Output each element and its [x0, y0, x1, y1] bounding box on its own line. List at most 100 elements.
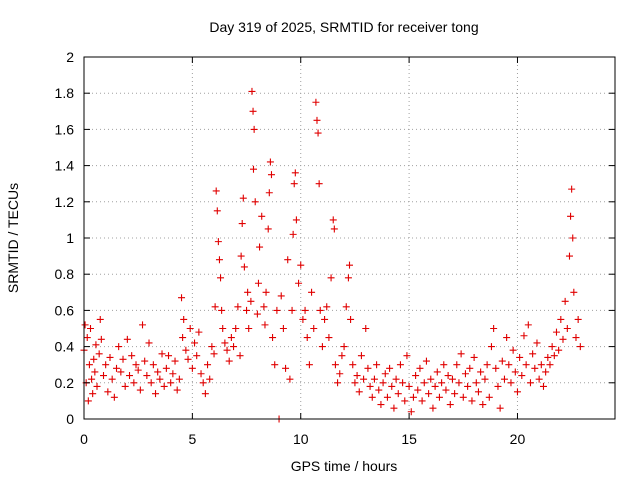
data-point	[550, 352, 558, 360]
data-point	[249, 107, 257, 115]
data-point	[357, 352, 365, 360]
data-point	[312, 98, 320, 106]
data-point	[208, 343, 216, 351]
data-point	[277, 292, 285, 300]
data-point	[503, 334, 511, 342]
data-point	[548, 343, 556, 351]
data-point	[238, 220, 246, 228]
data-point	[318, 343, 326, 351]
data-point	[453, 361, 461, 369]
data-point	[362, 325, 370, 332]
data-point	[355, 388, 363, 396]
x-tick-label: 5	[188, 431, 196, 447]
data-point	[236, 352, 244, 360]
data-point	[327, 274, 335, 282]
data-point	[477, 368, 485, 376]
data-point	[210, 350, 218, 358]
data-point	[90, 355, 98, 363]
data-point	[84, 397, 92, 405]
grid-lines	[84, 57, 615, 419]
data-point	[537, 361, 545, 369]
data-point	[325, 334, 333, 342]
data-point	[169, 370, 177, 378]
y-tick-label: 2	[66, 49, 74, 65]
y-tick-label: 1.6	[55, 121, 75, 137]
data-point	[227, 334, 235, 342]
data-point	[113, 364, 121, 372]
data-point	[483, 361, 491, 369]
data-point	[199, 379, 207, 387]
data-point	[407, 408, 415, 416]
data-point	[451, 390, 459, 398]
data-point	[91, 368, 99, 376]
data-point	[186, 325, 194, 332]
y-tick-label: 1.4	[55, 158, 75, 174]
data-point	[121, 382, 129, 390]
data-point	[466, 364, 474, 372]
chart-title: Day 319 of 2025, SRMTID for receiver ton…	[209, 19, 478, 35]
data-point	[353, 372, 361, 380]
data-point	[383, 393, 391, 401]
data-point	[254, 279, 262, 287]
data-point	[336, 370, 344, 378]
data-point	[303, 334, 311, 342]
data-point	[147, 379, 155, 387]
data-point	[117, 368, 125, 376]
data-point	[494, 382, 502, 390]
y-tick-label: 0.4	[55, 339, 75, 355]
data-point	[409, 393, 417, 401]
data-point	[314, 129, 322, 137]
data-point	[405, 382, 413, 390]
data-point	[286, 375, 294, 383]
data-point	[403, 352, 411, 360]
data-point	[104, 388, 112, 396]
data-point	[572, 334, 580, 342]
data-point	[248, 87, 256, 95]
data-point	[102, 361, 110, 369]
data-point	[85, 361, 93, 369]
data-point	[279, 325, 287, 332]
data-point	[234, 303, 242, 311]
data-point	[249, 165, 257, 173]
data-point	[481, 375, 489, 383]
data-point	[250, 125, 258, 133]
data-point	[351, 379, 359, 387]
data-point	[143, 372, 151, 380]
data-point	[529, 350, 537, 358]
data-point	[340, 343, 348, 351]
data-point	[141, 357, 149, 365]
data-point	[546, 361, 554, 369]
data-point	[440, 361, 448, 369]
data-point	[524, 321, 532, 329]
data-point	[295, 279, 303, 287]
data-point	[570, 288, 578, 296]
data-point	[390, 404, 398, 412]
data-point	[289, 230, 297, 238]
data-point	[132, 361, 140, 369]
data-point	[253, 310, 261, 318]
data-point	[262, 288, 270, 296]
data-point	[342, 303, 350, 311]
data-point	[420, 379, 428, 387]
data-point	[531, 364, 539, 372]
data-point	[552, 328, 560, 336]
data-point	[251, 198, 259, 206]
data-point	[201, 390, 209, 398]
y-tick-label: 0.2	[55, 375, 75, 391]
data-point	[247, 297, 255, 305]
data-point	[435, 393, 443, 401]
data-point	[373, 361, 381, 369]
x-axis-label: GPS time / hours	[291, 458, 398, 474]
data-point	[156, 375, 164, 383]
y-tick-label: 1	[66, 230, 74, 246]
data-point	[416, 364, 424, 372]
data-point	[316, 306, 324, 314]
data-point	[433, 368, 441, 376]
data-point	[95, 350, 103, 358]
data-point	[520, 332, 528, 340]
data-point	[459, 393, 467, 401]
data-point	[507, 379, 515, 387]
data-point	[308, 288, 316, 296]
y-tick-label: 1.2	[55, 194, 75, 210]
data-point	[182, 346, 190, 354]
